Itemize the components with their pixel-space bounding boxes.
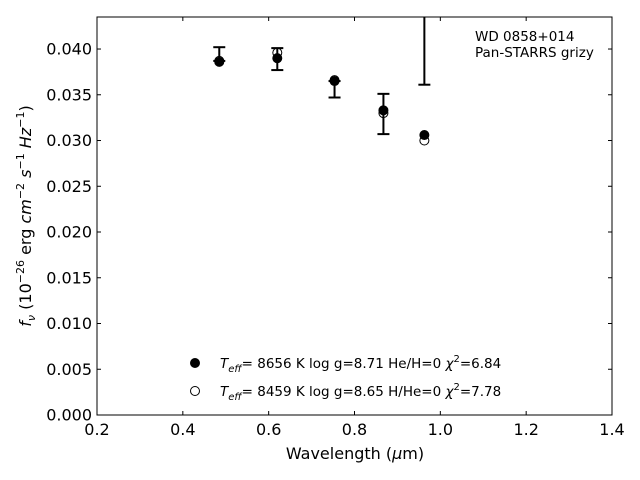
legend-marker-open (190, 386, 200, 396)
y-tick-label: 0.010 (46, 314, 92, 333)
y-tick-label: 0.020 (46, 223, 92, 242)
annotation-line-2: Pan-STARRS grizy (475, 45, 594, 61)
y-tick-label: 0.015 (46, 268, 92, 287)
legend: Teff= 8656 K log g=8.71 He/H=0 χ2=6.84 T… (190, 354, 501, 403)
y-tick-label: 0.025 (46, 177, 92, 196)
error-bars (213, 17, 431, 136)
x-tick-label: 0.6 (256, 420, 281, 439)
x-axis-label: Wavelength (μm) (286, 444, 424, 463)
model-point-open (378, 108, 389, 119)
model-point-filled (272, 53, 283, 64)
legend-marker-filled (190, 358, 200, 368)
legend-entry-1: Teff= 8656 K log g=8.71 He/H=0 χ2=6.84 (220, 354, 501, 375)
y-tick-label: 0.030 (46, 131, 92, 150)
x-tick-label: 1.4 (599, 420, 624, 439)
model-point-filled (378, 105, 389, 116)
data-points (214, 47, 430, 146)
y-axis-label: fν (10−26 erg cm−2 s−1 Hz−1) (14, 105, 38, 326)
legend-entry-2: Teff= 8459 K log g=8.65 H/He=0 χ2=7.78 (220, 382, 501, 403)
x-tick-label: 0.8 (342, 420, 367, 439)
y-tick-label: 0.005 (46, 360, 92, 379)
model-point-open (272, 47, 283, 58)
y-tick-label: 0.035 (46, 85, 92, 104)
error-bar (418, 17, 431, 86)
annotation-line-1: WD 0858+014 (475, 29, 574, 45)
model-point-open (214, 55, 225, 66)
x-tick-label: 1.2 (513, 420, 538, 439)
x-tick-label: 1.0 (428, 420, 453, 439)
x-tick-label: 0.4 (170, 420, 195, 439)
x-tick-label: 0.2 (84, 420, 109, 439)
y-tick-label: 0.040 (46, 40, 92, 59)
model-point-open (329, 75, 340, 86)
model-point-open (419, 135, 430, 146)
model-point-filled (419, 130, 430, 141)
axis-ticks: 0.2 0.4 0.6 0.8 1.0 1.2 1.4 0.000 0.005 0.010 0.01… (46, 17, 625, 439)
y-tick-label: 0.000 (46, 406, 92, 425)
